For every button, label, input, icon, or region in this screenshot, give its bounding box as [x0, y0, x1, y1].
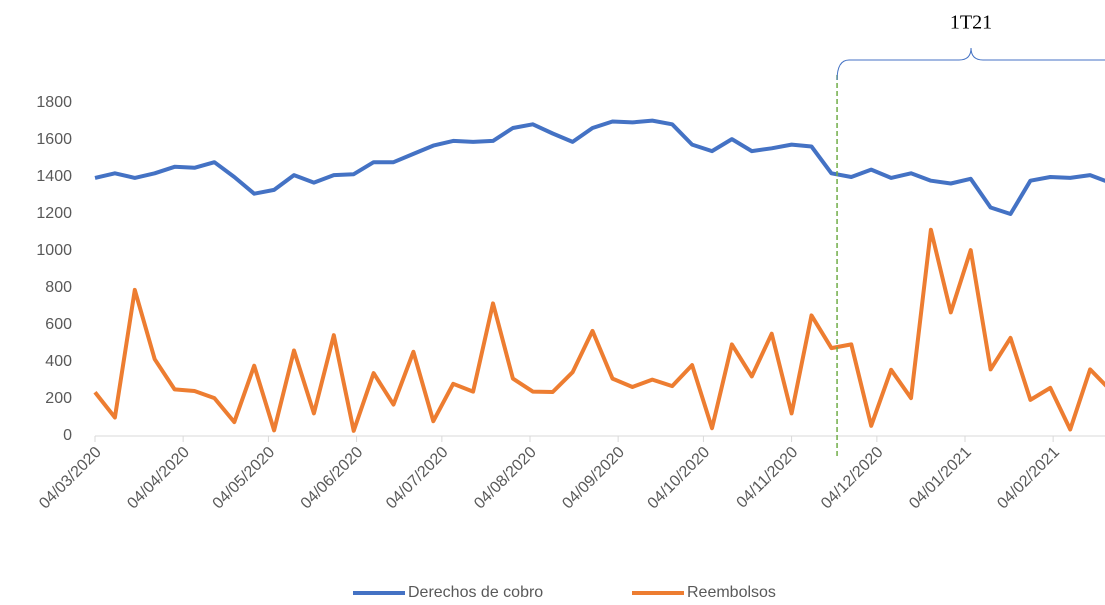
- x-tick-label: 04/09/2020: [559, 444, 628, 513]
- bracket: [836, 47, 1105, 81]
- x-tick-label: 04/07/2020: [383, 444, 452, 513]
- y-tick-label: 0: [63, 427, 72, 444]
- x-tick-label: 04/03/2020: [36, 444, 105, 513]
- y-tick-label: 1800: [36, 94, 72, 111]
- x-tick-label: 04/10/2020: [645, 444, 714, 513]
- x-tick-label: 04/02/2021: [994, 444, 1063, 513]
- series-line: [94, 118, 1105, 216]
- legend-label: Reembolsos: [687, 584, 776, 601]
- bracket-label: 1T21: [950, 12, 992, 34]
- x-tick-label: 04/01/2021: [906, 444, 975, 513]
- y-tick-label: 1000: [36, 242, 72, 259]
- y-tick-label: 1200: [36, 205, 72, 222]
- y-tick-label: 200: [45, 390, 72, 407]
- y-tick-label: 800: [45, 279, 72, 296]
- y-tick-label: 600: [45, 316, 72, 333]
- x-tick-label: 04/05/2020: [210, 444, 279, 513]
- x-tick-label: 04/12/2020: [818, 444, 887, 513]
- series-line: [93, 227, 1105, 433]
- plot: [93, 118, 1105, 433]
- x-tick-label: 04/06/2020: [298, 444, 367, 513]
- x-tick-label: 04/11/2020: [734, 444, 802, 512]
- y-tick-label: 1400: [36, 168, 72, 185]
- y-tick-label: 1600: [36, 131, 72, 148]
- x-tick-label: 04/08/2020: [471, 444, 540, 513]
- y-tick-label: 400: [45, 353, 72, 370]
- legend-label: Derechos de cobro: [408, 584, 543, 601]
- x-tick-label: 04/04/2020: [124, 444, 193, 513]
